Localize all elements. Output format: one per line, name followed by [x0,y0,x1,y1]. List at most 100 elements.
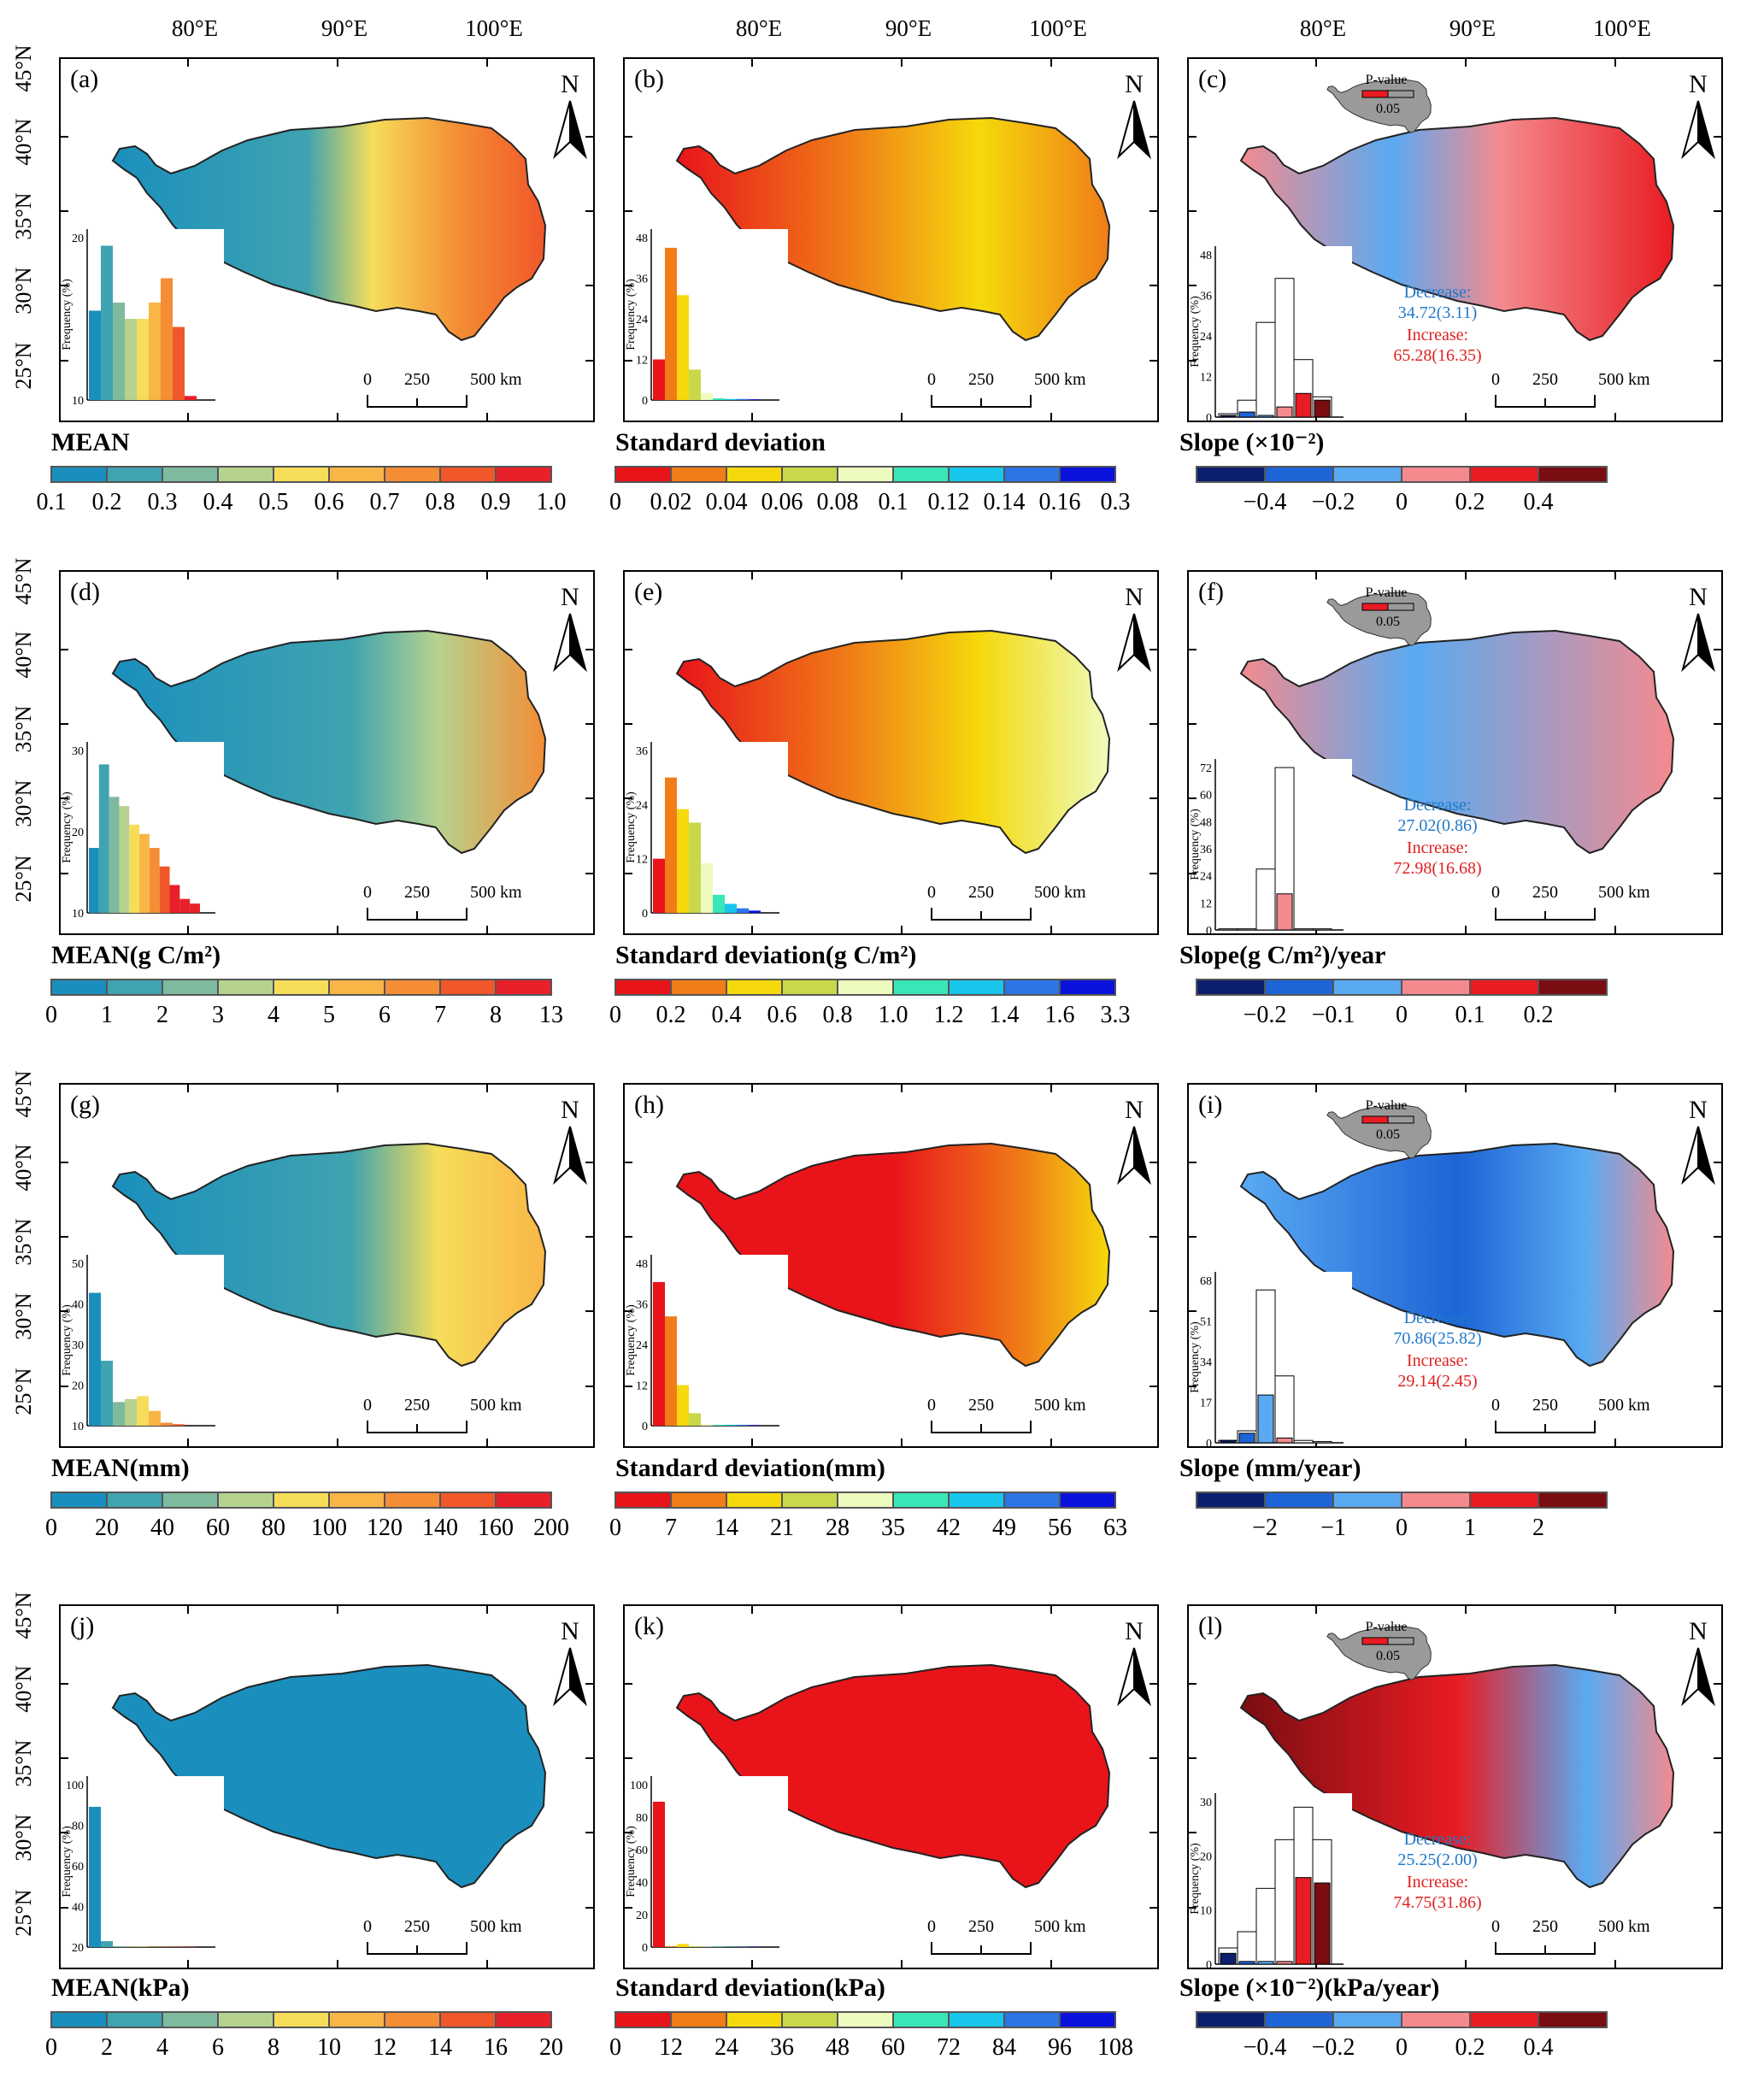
histogram-bar [139,833,150,913]
north-label: N [1125,1096,1144,1124]
colorbar-swatch [948,2011,1005,2028]
scale-label: 500 km [1598,883,1650,902]
histogram-ytick: 51 [1200,1316,1212,1329]
histogram-bar-significant [1276,406,1293,418]
colorbar-tick: 1.2 [934,1002,964,1028]
scale-label: 500 km [470,1396,522,1415]
colorbar-swatch [1469,979,1539,996]
histogram-bar [677,295,689,400]
histogram-ytick: 20 [636,1909,648,1922]
histogram-bar [113,303,125,400]
histogram-bar [101,245,113,400]
colorbar-tick: 0.4 [203,489,233,515]
longitude-label: 100°E [465,15,523,41]
colorbar-swatch [1538,979,1608,996]
histogram-bar-total [1237,928,1257,931]
histogram-bar-significant [1276,1961,1293,1965]
frequency-histogram: Frequency (%) 30 20 10 [61,742,224,921]
decrease-value: 27.02(0.86) [1397,816,1477,835]
latitude-label: 30°N [11,1814,36,1861]
colorbar-swatch [384,2011,441,2028]
colorbar-tick: 0 [45,1002,57,1028]
increase-label: Increase: [1407,838,1468,857]
colorbar-tick: 63 [1103,1515,1127,1541]
scale-label: 250 [968,1396,994,1415]
increase-value: 29.14(2.45) [1397,1372,1477,1391]
colorbar-swatch [217,2011,274,2028]
histogram-bar-total [1293,1439,1314,1444]
colorbar-tick: 36 [770,2034,794,2061]
inset-legend-sig [1361,603,1389,611]
increase-value: 74.75(31.86) [1393,1893,1481,1912]
histogram-ytick: 36 [636,745,648,758]
scale-label: 0 [1491,1396,1500,1415]
colorbar-tick: 0.5 [259,489,289,515]
north-label: N [561,1617,579,1645]
histogram-bar [119,806,130,913]
north-label: N [1689,1617,1708,1645]
north-arrow-icon: N [1117,583,1151,673]
colorbar-tick: 0.8 [823,1002,853,1028]
panel-letter: (j) [70,1612,94,1640]
histogram-bar-total [1274,1375,1295,1444]
histogram-ytick: 17 [1200,1397,1212,1410]
inset-title: P-value [1366,1098,1408,1113]
scale-label: 250 [1532,1917,1558,1936]
colorbar-tick: 0.6 [767,1002,797,1028]
histogram-bar [749,399,761,400]
colorbar-tick: 0.1 [1455,1002,1485,1028]
panel-letter: (d) [70,578,100,606]
north-arrow-right [569,613,587,673]
colorbar-tick: 0 [45,1515,57,1541]
colorbar-tick: 0.02 [650,489,692,515]
colorbar-swatch [1059,1492,1116,1509]
histogram-bar-significant [1220,1439,1237,1444]
histogram-bar [169,885,180,913]
north-arrow-right [569,100,587,160]
north-arrow-icon: N [1681,70,1715,160]
latitude-label: 35°N [11,1218,36,1265]
histogram-bar [713,1424,725,1426]
colorbar-tick: 8 [268,2034,279,2061]
north-arrow-right [1697,1126,1715,1186]
colorbar-title: Slope (mm/year) [1179,1454,1361,1482]
histogram-ytick: 30 [1200,1797,1212,1809]
colorbar-swatch [495,2011,552,2028]
histogram-bar [149,848,160,913]
colorbar-swatch [614,979,672,996]
scale-bar: 0 250 500 km [363,883,522,921]
north-arrow-right [1697,100,1715,160]
colorbar-swatch [384,466,441,483]
histogram-ytick: 80 [636,1812,648,1825]
histogram-bar [161,278,173,400]
histogram-ytick: 10 [1200,1905,1212,1918]
scale-label: 0 [927,883,936,902]
colorbar-swatch [50,979,108,996]
longitude-label: 80°E [172,15,218,41]
colorbar-swatch [1059,979,1116,996]
histogram-bar [701,862,713,913]
histogram-bar [89,848,99,913]
colorbar-tick: 6 [379,1002,391,1028]
frequency-histogram: Frequency (%) 36 24 12 0 [625,742,788,921]
scale-label: 250 [404,370,430,389]
colorbar-tick: 0 [1396,1002,1408,1028]
colorbar-title: Standard deviation(mm) [615,1454,885,1482]
map-panel-slope: (f) N 0 250 500 km Frequency (%) 72 60 48 36 24 12 0… [1187,570,1723,938]
inset-value: 0.05 [1376,1127,1400,1142]
histogram-bar [161,1422,173,1426]
histogram-ytick: 12 [1200,372,1212,385]
colorbar-swatch [328,1492,385,1509]
colorbar-tick: 0 [1396,489,1408,515]
colorbar-swatch [837,1492,894,1509]
colorbar-swatch [837,466,894,483]
colorbar-tick: 84 [992,2034,1016,2061]
histogram-ytick: 10 [72,395,84,408]
scale-bar: 0 250 500 km [363,1917,522,1955]
colorbar-tick: −2 [1252,1515,1278,1541]
panel-letter: (g) [70,1091,100,1119]
scale-bar: 0 250 500 km [927,1396,1086,1433]
colorbar-swatch [1469,466,1539,483]
histogram-bar [665,1946,677,1947]
histogram-bar [665,247,677,400]
